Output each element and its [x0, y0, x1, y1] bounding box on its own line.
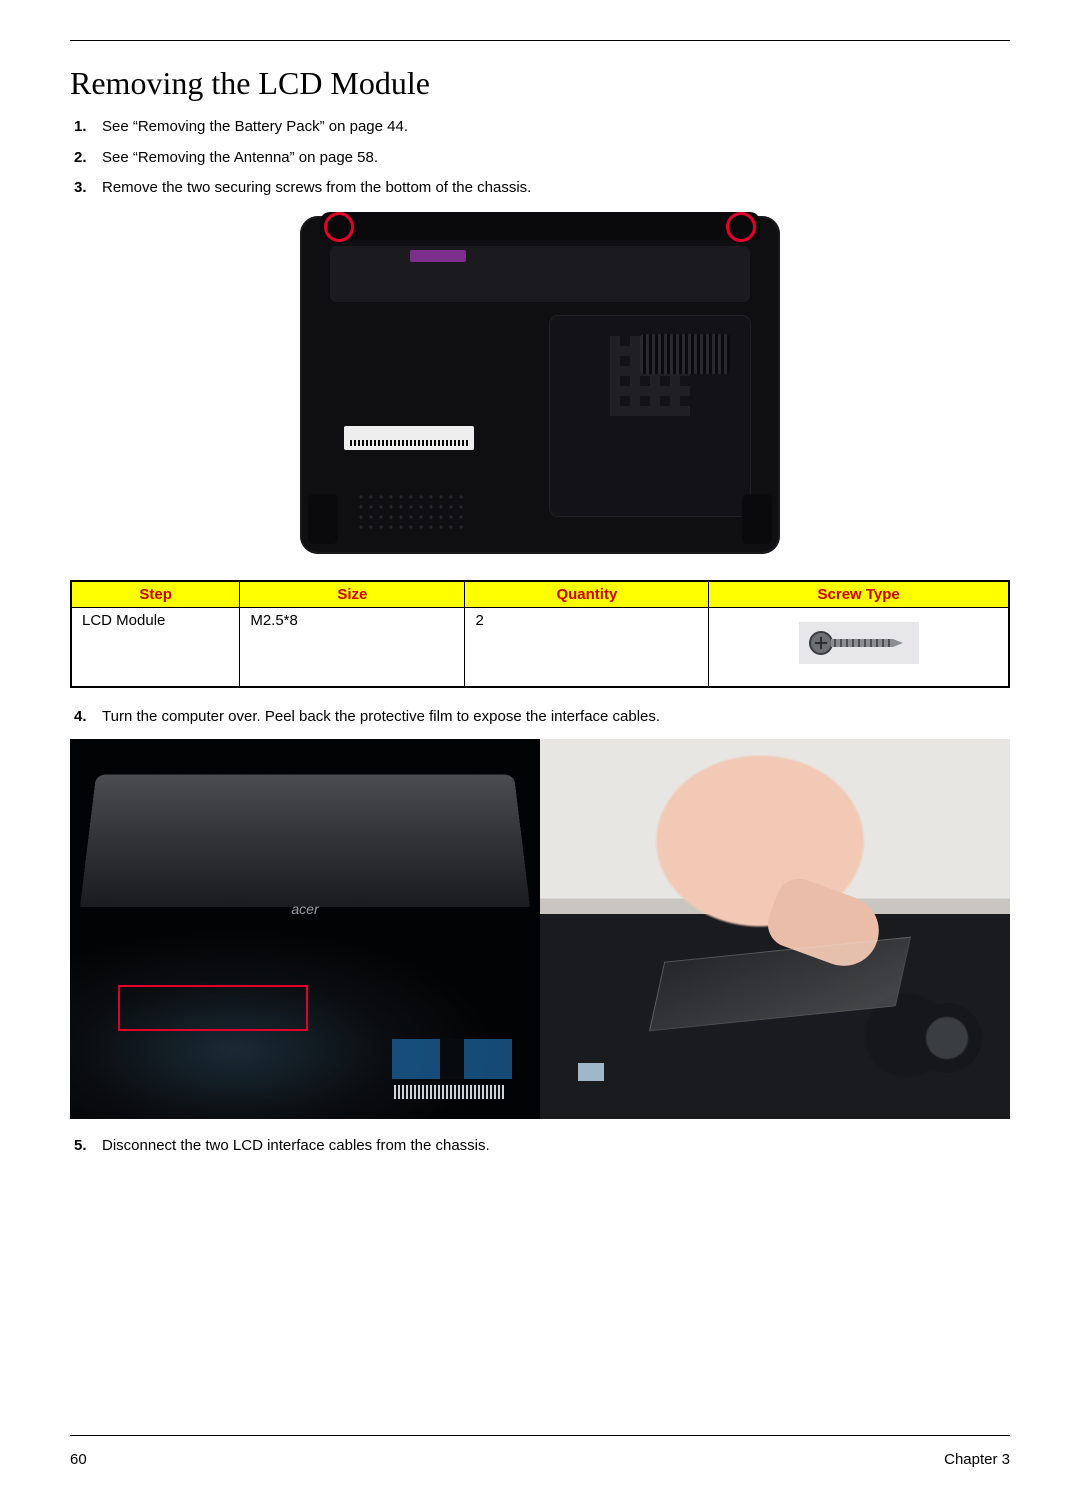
page-number: 60 [70, 1451, 87, 1468]
cell-size: M2.5*8 [240, 607, 465, 687]
top-rule [70, 40, 1010, 41]
screw-icon [799, 622, 919, 664]
figure-chassis-bottom [70, 216, 1010, 558]
step-2: See “Removing the Antenna” on page 58. [102, 147, 1010, 170]
brand-logo: acer [291, 901, 318, 917]
th-quantity: Quantity [465, 581, 709, 608]
screw-spec-table: Step Size Quantity Screw Type LCD Module… [70, 580, 1010, 689]
photo-left: acer [70, 739, 540, 1119]
cable-callout-box-icon [118, 985, 308, 1031]
table-row: LCD Module M2.5*8 2 [71, 607, 1009, 687]
steps-list-cont: Turn the computer over. Peel back the pr… [70, 706, 1010, 729]
cell-qty: 2 [465, 607, 709, 687]
bottom-rule [70, 1435, 1010, 1436]
cell-step: LCD Module [71, 607, 240, 687]
th-step: Step [71, 581, 240, 608]
th-type: Screw Type [709, 581, 1009, 608]
screw-callout-left-icon [324, 212, 354, 242]
cell-screw-image [709, 607, 1009, 687]
step-4: Turn the computer over. Peel back the pr… [102, 706, 1010, 729]
service-label-icon [344, 426, 474, 450]
section-title: Removing the LCD Module [70, 65, 1010, 102]
figure-interface-cables: acer [70, 739, 1010, 1119]
screw-callout-right-icon [726, 212, 756, 242]
photo-right [540, 739, 1010, 1119]
th-size: Size [240, 581, 465, 608]
step-5: Disconnect the two LCD interface cables … [102, 1135, 1010, 1158]
step-3: Remove the two securing screws from the … [102, 177, 1010, 200]
steps-list: See “Removing the Battery Pack” on page … [70, 116, 1010, 200]
steps-list-cont2: Disconnect the two LCD interface cables … [70, 1135, 1010, 1158]
chapter-label: Chapter 3 [944, 1451, 1010, 1468]
laptop-bottom-illustration [300, 216, 780, 554]
page-footer: 60 Chapter 3 [70, 1451, 1010, 1468]
step-1: See “Removing the Battery Pack” on page … [102, 116, 1010, 139]
